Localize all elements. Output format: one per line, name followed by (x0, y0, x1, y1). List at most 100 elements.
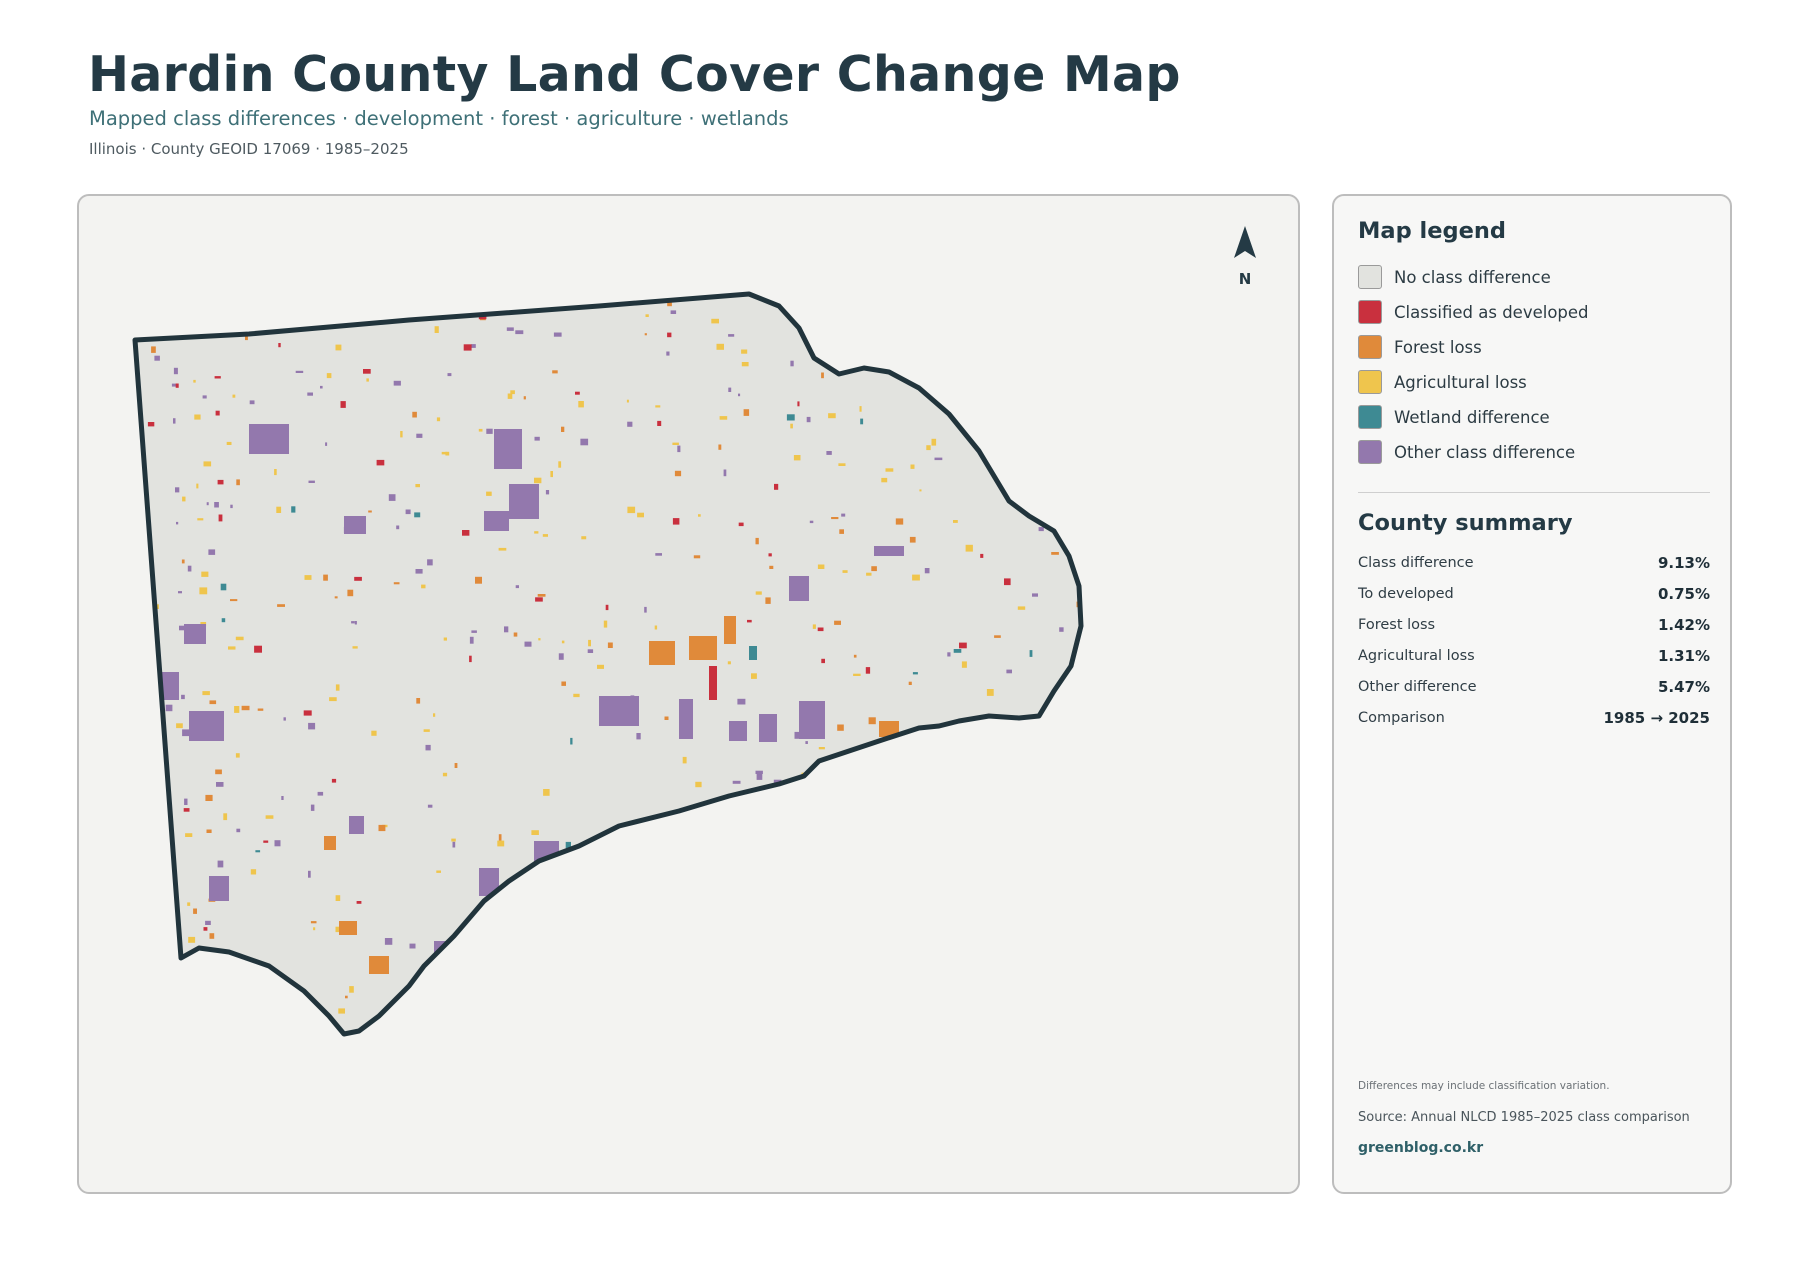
agricultural-loss-patch (919, 785, 925, 789)
north-arrow-icon (1234, 226, 1256, 258)
forest-loss-patch (869, 773, 873, 781)
summary-label: Other difference (1358, 679, 1477, 695)
forest-loss-patch (664, 716, 669, 720)
forest-loss-patch (821, 372, 824, 379)
other-change-patch (451, 955, 458, 959)
credit-link[interactable]: greenblog.co.kr (1358, 1140, 1484, 1156)
legend-label: Forest loss (1394, 337, 1482, 357)
developed-patch (821, 658, 825, 664)
agricultural-loss-patch (1063, 872, 1072, 876)
other-change-patch (1059, 702, 1064, 707)
other-change-patch (558, 653, 564, 660)
other-change-patch (995, 902, 998, 910)
developed-patch (1014, 892, 1019, 899)
agricultural-loss-patch (208, 1005, 216, 1013)
agricultural-loss-patch (498, 547, 507, 551)
other-change-patch (396, 525, 400, 530)
forest-loss-patch (209, 933, 215, 939)
other-change-patch (689, 870, 694, 873)
agricultural-loss-patch (629, 947, 637, 954)
north-arrow: N (1225, 224, 1265, 288)
north-label: N (1238, 270, 1252, 288)
developed-patch (215, 410, 220, 416)
wetland-patch (778, 877, 782, 882)
other-change-patch (1059, 627, 1064, 632)
agricultural-loss-patch (682, 756, 687, 764)
agricultural-loss-patch (655, 405, 661, 408)
legend-item-wetland: Wetland difference (1358, 404, 1550, 430)
developed-patch (774, 483, 779, 490)
legend-label: Agricultural loss (1394, 372, 1527, 392)
other-change-patch (677, 445, 681, 453)
agricultural-loss-patch (866, 572, 872, 576)
agricultural-loss-patch (386, 308, 390, 315)
forest-loss-patch (895, 518, 904, 525)
forest-loss-patch (657, 899, 665, 903)
other-change-patch (868, 314, 873, 317)
agricultural-loss-patch (436, 870, 441, 873)
other-change-patch (349, 816, 364, 834)
agricultural-loss-patch (510, 390, 515, 395)
forest-loss-patch (537, 594, 546, 597)
county-map[interactable] (79, 196, 1300, 1194)
agricultural-loss-patch (326, 373, 332, 379)
other-change-patch (728, 334, 735, 337)
agricultural-loss-patch (825, 309, 833, 313)
forest-loss-patch (205, 794, 213, 801)
forest-loss-patch (523, 396, 526, 400)
agricultural-loss-patch (190, 1006, 193, 1012)
developed-patch (463, 344, 472, 351)
agricultural-loss-patch (203, 461, 212, 467)
agricultural-loss-patch (188, 936, 196, 943)
other-change-patch (418, 978, 425, 983)
forest-loss-patch (718, 444, 722, 450)
forest-loss-patch (293, 1019, 298, 1022)
other-change-patch (524, 896, 528, 901)
forest-loss-patch (236, 479, 240, 486)
agricultural-loss-patch (199, 587, 208, 595)
forest-loss-patch (689, 636, 717, 660)
wetland-patch (786, 414, 795, 421)
summary-row: Agricultural loss 1.31% (1358, 645, 1710, 667)
other-change-patch (509, 484, 539, 519)
forest-loss-patch (1051, 552, 1059, 555)
other-change-patch (938, 341, 943, 344)
developed-patch (667, 332, 672, 338)
forest-loss-patch (561, 681, 566, 686)
summary-value: 9.13% (1657, 554, 1710, 572)
developed-patch (877, 1028, 885, 1032)
developed-patch (203, 927, 208, 931)
other-change-patch (1039, 816, 1045, 822)
developed-patch (147, 422, 155, 427)
wetland-patch (845, 768, 849, 772)
other-change-patch (320, 385, 323, 389)
agricultural-loss-patch (639, 858, 647, 865)
other-change-patch (184, 624, 206, 644)
other-change-patch (452, 841, 456, 848)
agricultural-loss-patch (436, 417, 441, 422)
other-change-patch (149, 805, 154, 811)
page-subtitle: Mapped class differences · development ·… (89, 107, 789, 130)
wetland-patch (860, 418, 864, 425)
agricultural-loss-patch (423, 729, 430, 732)
developed-patch (755, 865, 762, 872)
developed-patch (843, 932, 850, 938)
agricultural-loss-patch (434, 326, 439, 333)
other-change-patch (486, 428, 493, 434)
other-change-patch (599, 925, 605, 930)
legend-item-no-change: No class difference (1358, 264, 1551, 290)
forest-loss-patch (765, 597, 771, 604)
other-change-patch (723, 469, 727, 477)
summary-value: 1985 → 2025 (1603, 709, 1710, 727)
forest-loss-patch (908, 681, 912, 685)
summary-row: Comparison 1985 → 2025 (1358, 707, 1710, 729)
developed-patch (218, 514, 223, 522)
other-change-patch (670, 310, 677, 314)
agricultural-loss-patch (433, 713, 436, 717)
other-change-patch (793, 898, 800, 906)
agricultural-loss-patch (764, 1006, 771, 1012)
other-change-patch (853, 812, 861, 818)
other-change-patch (308, 722, 316, 730)
other-change-patch (236, 828, 241, 833)
other-change-patch (307, 392, 313, 396)
